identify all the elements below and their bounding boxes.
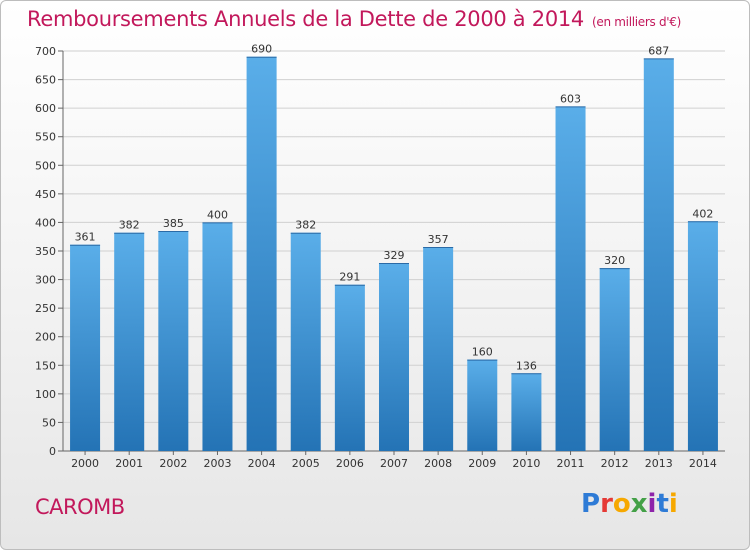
y-tick-label: 650 [35, 74, 56, 87]
data-label-2006: 291 [339, 271, 360, 284]
x-tick-label-2009: 2009 [468, 457, 496, 470]
x-tick-label-2012: 2012 [601, 457, 629, 470]
x-tick-label-2007: 2007 [380, 457, 408, 470]
bar-2008 [423, 247, 454, 451]
data-label-2002: 385 [163, 217, 184, 230]
y-tick-label: 50 [42, 416, 56, 429]
x-tick-label-2005: 2005 [292, 457, 320, 470]
bar-2012 [599, 268, 630, 451]
bar-2013 [643, 58, 674, 452]
y-tick-label: 700 [35, 45, 56, 58]
bars [70, 56, 718, 452]
x-tick-label-2011: 2011 [557, 457, 585, 470]
tick-labels: 0 50 100 150 200 250 300 350 400 450 500 550 600 650 7… [35, 45, 717, 470]
data-labels: 361 382 385 400 690 382 291 329 357 160 136 603 320 6… [75, 43, 714, 373]
x-tick-label-2000: 2000 [71, 457, 99, 470]
y-tick-label: 350 [35, 245, 56, 258]
x-tick-label-2014: 2014 [689, 457, 717, 470]
data-label-2011: 603 [560, 92, 581, 105]
bar-2006 [334, 284, 365, 451]
x-tick-label-2008: 2008 [424, 457, 452, 470]
bar-2010 [511, 373, 542, 451]
data-label-2009: 160 [472, 346, 493, 359]
y-tick-label: 450 [35, 188, 56, 201]
y-tick-label: 200 [35, 331, 56, 344]
bar-2011 [555, 106, 586, 451]
bar-2005 [290, 232, 321, 451]
data-label-2004: 690 [251, 43, 272, 56]
y-tick-label: 0 [49, 445, 56, 458]
data-label-2005: 382 [295, 219, 316, 232]
data-label-2003: 400 [207, 208, 228, 221]
data-label-2014: 402 [692, 207, 713, 220]
y-tick-label: 600 [35, 102, 56, 115]
data-label-2010: 136 [516, 359, 537, 372]
chart-unit: (en milliers d'€) [592, 15, 682, 29]
data-label-2000: 361 [75, 231, 96, 244]
x-tick-label-2004: 2004 [248, 457, 276, 470]
bar-2000 [70, 244, 101, 451]
bar-2014 [687, 221, 718, 451]
bar-2001 [114, 232, 145, 451]
x-tick-label-2006: 2006 [336, 457, 364, 470]
x-tick-label-2003: 2003 [203, 457, 231, 470]
y-tick-label: 550 [35, 131, 56, 144]
data-label-2012: 320 [604, 254, 625, 267]
chart-title: Remboursements Annuels de la Dette de 20… [27, 7, 681, 31]
bar-2004 [246, 56, 277, 451]
data-label-2013: 687 [648, 44, 669, 57]
y-tick-label: 400 [35, 216, 56, 229]
y-tick-label: 300 [35, 274, 56, 287]
x-tick-label-2001: 2001 [115, 457, 143, 470]
bar-2003 [202, 222, 233, 451]
x-tick-label-2010: 2010 [512, 457, 540, 470]
data-label-2007: 329 [384, 249, 405, 262]
x-tick-label-2002: 2002 [159, 457, 187, 470]
bar-2002 [158, 231, 189, 451]
proxiti-logo[interactable]: Proxiti [581, 489, 678, 519]
y-tick-label: 250 [35, 302, 56, 315]
data-label-2001: 382 [119, 219, 140, 232]
data-label-2008: 357 [428, 233, 449, 246]
chart-title-text: Remboursements Annuels de la Dette de 20… [27, 7, 584, 31]
bar-2007 [378, 263, 410, 451]
x-tick-label-2013: 2013 [645, 457, 673, 470]
y-tick-label: 100 [35, 388, 56, 401]
y-tick-label: 500 [35, 159, 56, 172]
y-tick-label: 150 [35, 359, 56, 372]
bar-2009 [467, 359, 498, 451]
commune-name: CAROMB [35, 495, 125, 519]
